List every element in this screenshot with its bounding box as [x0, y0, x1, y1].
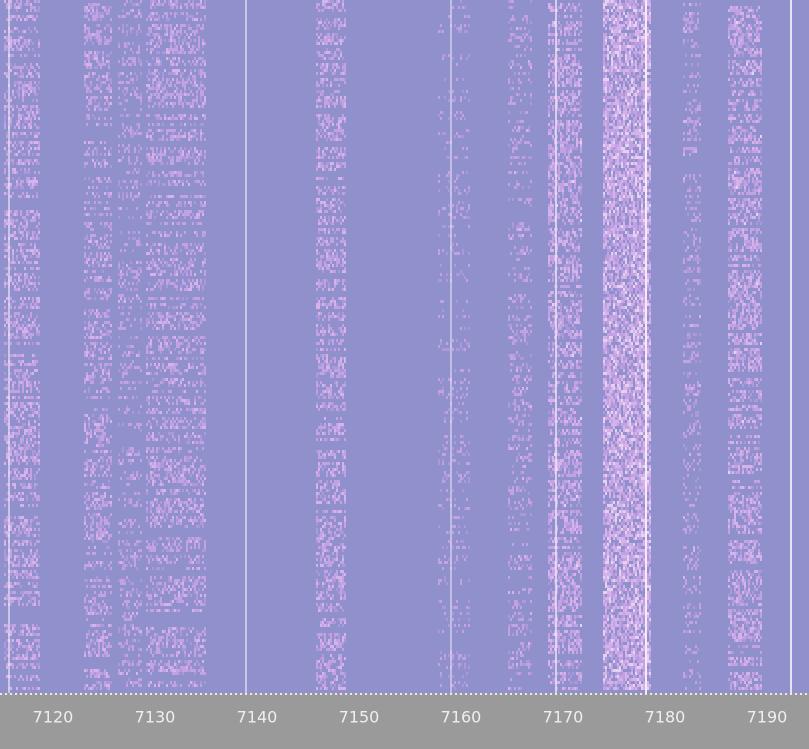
frequency-label: 7120 — [33, 708, 74, 727]
carrier-line — [245, 0, 247, 693]
carrier-line — [645, 0, 647, 693]
frequency-label: 7130 — [135, 708, 176, 727]
frequency-label: 7170 — [543, 708, 584, 727]
waterfall-display: 7120 7130 7140 7150 7160 7170 7180 7190 — [0, 0, 809, 749]
frequency-label: 7190 — [747, 708, 788, 727]
frequency-label: 7180 — [645, 708, 686, 727]
frequency-label: 7150 — [339, 708, 380, 727]
carrier-line — [555, 0, 557, 693]
carrier-line — [450, 0, 452, 693]
carrier-line — [790, 0, 792, 693]
frequency-label: 7160 — [441, 708, 482, 727]
frequency-label: 7140 — [237, 708, 278, 727]
page: {"frequency_scale": {"labels": ["7120", … — [0, 0, 809, 749]
scale-bar — [0, 693, 809, 749]
carrier-line — [8, 0, 10, 693]
